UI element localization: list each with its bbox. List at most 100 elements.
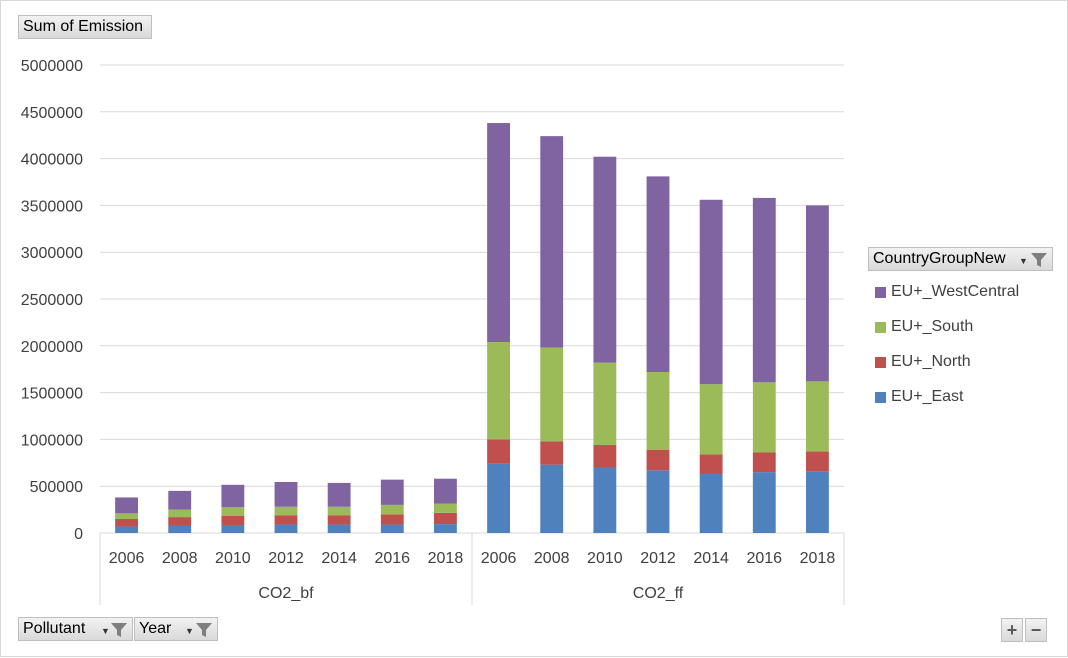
legend-item-label: EU+_South <box>891 318 974 335</box>
legend-item-label: EU+_North <box>891 353 971 370</box>
bar-segment <box>115 526 138 533</box>
bar-segment <box>487 342 510 440</box>
bar-segment <box>115 518 138 527</box>
y-tick-label: 3000000 <box>21 245 83 262</box>
year-filter-button[interactable]: Year ▼ <box>134 617 218 641</box>
bar-segment <box>274 524 298 533</box>
dropdown-arrow-icon: ▼ <box>185 626 194 636</box>
y-tick-label: 4500000 <box>21 105 83 122</box>
y-tick-label: 1500000 <box>21 386 83 403</box>
bar-segment <box>221 484 245 508</box>
x-tick-label: 2018 <box>800 550 836 567</box>
bar-segment <box>487 439 510 464</box>
bar-segment <box>540 441 564 465</box>
legend-field-button[interactable]: CountryGroupNew ▼ <box>868 247 1053 271</box>
bar-segment <box>593 467 617 533</box>
bar-segment <box>380 504 404 515</box>
bar-segment <box>274 506 298 516</box>
y-tick-label: 3500000 <box>21 198 83 215</box>
bar-segment <box>274 481 298 507</box>
legend-item-westcentral[interactable]: EU+_WestCentral <box>875 283 1019 301</box>
bar-segment <box>593 156 617 363</box>
x-tick-label: 2010 <box>215 550 251 567</box>
y-tick-label: 2000000 <box>21 339 83 356</box>
bar-segment <box>806 205 829 382</box>
legend-item-east[interactable]: EU+_East <box>875 388 963 406</box>
plus-icon: + <box>1006 620 1018 640</box>
bar-segment <box>540 347 564 442</box>
value-field-button[interactable]: Sum of Emission <box>18 15 152 39</box>
x-tick-label: 2006 <box>481 550 517 567</box>
bar-segment <box>752 382 776 453</box>
bar-segment <box>221 507 245 516</box>
bar-segment <box>699 454 723 475</box>
x-tick-label: 2008 <box>162 550 198 567</box>
bar-segment <box>115 497 138 514</box>
bar-segment <box>593 445 617 468</box>
minus-icon: − <box>1030 620 1042 640</box>
x-tick-label: 2016 <box>374 550 410 567</box>
bar-segment <box>752 452 776 473</box>
legend-item-south[interactable]: EU+_South <box>875 318 973 336</box>
value-field-label: Sum of Emission <box>23 18 144 35</box>
expand-button[interactable]: + <box>1001 618 1023 642</box>
x-tick-label: 2008 <box>534 550 570 567</box>
bar-segment <box>699 384 723 455</box>
collapse-button[interactable]: − <box>1025 618 1047 642</box>
year-filter-label: Year <box>139 620 172 637</box>
bar-segment <box>806 381 829 452</box>
bar-segment <box>752 472 776 533</box>
bar-segment <box>115 513 138 519</box>
x-tick-label: 2012 <box>268 550 304 567</box>
bar-segment <box>487 123 510 343</box>
bar-segment <box>221 525 245 533</box>
y-tick-label: 4000000 <box>21 152 83 169</box>
x-tick-label: 2018 <box>428 550 464 567</box>
bar-segment <box>434 503 457 513</box>
bar-segment <box>806 451 829 472</box>
bar-segment <box>646 176 670 373</box>
y-tick-label: 2500000 <box>21 292 83 309</box>
legend-item-north[interactable]: EU+_North <box>875 353 971 371</box>
bar-segment <box>380 514 404 525</box>
bar-segment <box>168 517 192 526</box>
bar-segment <box>221 515 245 526</box>
pollutant-filter-button[interactable]: Pollutant ▼ <box>18 617 133 641</box>
x-tick-label: 2006 <box>109 550 145 567</box>
bar-segment <box>168 490 192 510</box>
bar-segment <box>327 515 351 525</box>
y-tick-label: 0 <box>74 526 83 543</box>
filter-icon <box>111 623 127 637</box>
bar-segment <box>806 471 829 533</box>
x-tick-label: 2014 <box>693 550 729 567</box>
dropdown-arrow-icon: ▼ <box>101 626 110 636</box>
group-label: CO2_bf <box>258 585 314 602</box>
legend-swatch <box>875 286 886 298</box>
legend-swatch <box>875 356 886 368</box>
bar-segment <box>434 524 457 533</box>
bar-segment <box>646 470 670 533</box>
filter-icon <box>1031 253 1047 267</box>
bar-segment <box>168 509 192 518</box>
dropdown-arrow-icon: ▼ <box>1019 256 1028 266</box>
x-tick-label: 2012 <box>640 550 676 567</box>
bar-segment <box>327 482 351 507</box>
legend-swatch <box>875 321 886 333</box>
group-label: CO2_ff <box>633 585 684 602</box>
bar-segment <box>380 479 404 505</box>
y-tick-label: 500000 <box>30 479 83 496</box>
bar-segment <box>434 478 457 504</box>
bar-segment <box>593 362 617 446</box>
x-tick-label: 2014 <box>321 550 357 567</box>
bar-segment <box>434 512 457 525</box>
bar-segment <box>752 197 776 383</box>
bar-segment <box>327 524 351 533</box>
legend-item-label: EU+_East <box>891 388 964 405</box>
x-tick-label: 2010 <box>587 550 623 567</box>
bar-segment <box>540 136 564 348</box>
bar-segment <box>380 524 404 533</box>
x-tick-label: 2016 <box>746 550 782 567</box>
legend-item-label: EU+_WestCentral <box>891 283 1020 300</box>
